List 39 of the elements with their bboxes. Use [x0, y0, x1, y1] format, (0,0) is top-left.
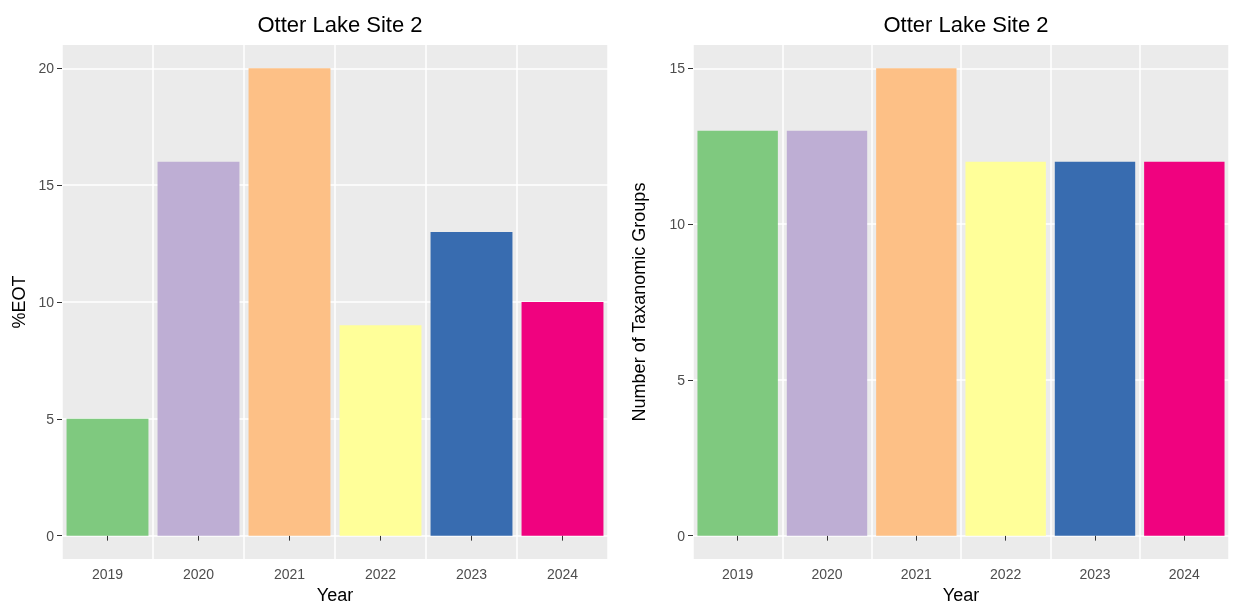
- x-tick-label: 2024: [1168, 566, 1201, 582]
- y-axis-title: Number of Taxanomic Groups: [629, 182, 649, 422]
- bar: [248, 68, 331, 536]
- y-tick-label: 5: [46, 410, 55, 427]
- chart-title: Otter Lake Site 2: [257, 11, 423, 37]
- bar: [521, 302, 604, 536]
- bar: [339, 325, 422, 536]
- y-tick-label: 10: [38, 294, 55, 310]
- y-tick-label: 20: [38, 60, 55, 77]
- y-tick-label: 5: [677, 371, 686, 388]
- bar: [1054, 161, 1136, 536]
- x-tick-label: 2021: [900, 566, 933, 582]
- x-tick-label: 2023: [455, 566, 488, 582]
- bar: [157, 161, 240, 536]
- x-tick-label: 2022: [990, 566, 1022, 582]
- bar: [1144, 161, 1225, 536]
- y-tick-label: 0: [677, 527, 686, 544]
- bar: [66, 418, 149, 536]
- x-tick-label: 2020: [811, 566, 843, 582]
- x-tick-label: 2022: [364, 566, 397, 582]
- y-tick-label: 15: [669, 60, 686, 77]
- y-tick-label: 10: [669, 216, 686, 233]
- y-tick-label: 0: [46, 527, 55, 544]
- bar: [430, 231, 513, 536]
- x-axis-title: Year: [942, 585, 980, 605]
- bar: [876, 68, 957, 536]
- x-tick-label: 2019: [722, 566, 754, 582]
- y-axis-title: %EOT: [8, 275, 29, 329]
- chart-title: Otter Lake Site 2: [883, 11, 1049, 37]
- x-tick-label: 2019: [91, 566, 124, 582]
- bar: [786, 130, 868, 536]
- x-tick-label: 2023: [1079, 566, 1111, 582]
- x-axis-title: Year: [316, 585, 354, 605]
- bar: [697, 130, 778, 536]
- x-tick-label: 2024: [546, 566, 579, 582]
- x-tick-label: 2020: [182, 566, 215, 582]
- bar: [965, 161, 1046, 536]
- x-tick-label: 2021: [273, 566, 306, 582]
- y-tick-label: 15: [38, 177, 55, 194]
